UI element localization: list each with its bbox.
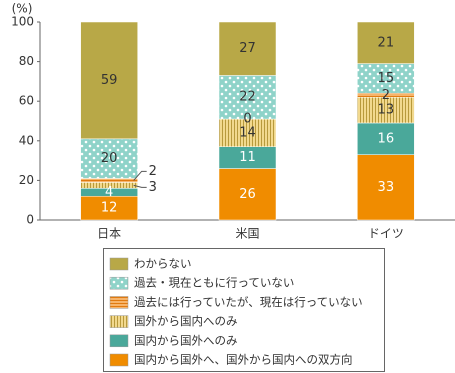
legend-box xyxy=(103,248,385,372)
y-tick-label: 0 xyxy=(26,213,34,227)
y-tick-label: 20 xyxy=(19,173,34,187)
legend-label: 国内から国外へ、国外から国内への双方向 xyxy=(134,353,353,367)
bar-segment xyxy=(357,122,415,155)
data-label: 2 xyxy=(149,164,157,179)
leader-line xyxy=(133,184,147,188)
x-tick-label: ドイツ xyxy=(368,227,404,241)
bar-segment xyxy=(218,75,277,120)
legend-swatch xyxy=(109,353,129,367)
data-label: 20 xyxy=(101,151,118,166)
y-tick-label: 80 xyxy=(19,54,34,68)
data-label: 11 xyxy=(239,150,256,165)
legend-swatch xyxy=(109,334,129,348)
bar-segment xyxy=(218,168,277,221)
bar-segment xyxy=(357,21,415,64)
bar-segment xyxy=(357,63,415,94)
legend-swatch xyxy=(109,296,129,309)
y-tick-label: 60 xyxy=(19,94,34,108)
data-label: 21 xyxy=(378,35,395,50)
y-tick-label: 100 xyxy=(11,15,34,29)
legend-label: わからない xyxy=(134,257,192,271)
legend-label: 過去には行っていたが、現在は行っていない xyxy=(134,295,363,309)
data-label: 2 xyxy=(382,88,390,103)
leader-line xyxy=(133,170,147,181)
data-label: 26 xyxy=(239,187,256,202)
data-label: 14 xyxy=(239,125,256,140)
bar-segment xyxy=(357,96,415,124)
data-label: 15 xyxy=(378,71,395,86)
bar-segment xyxy=(218,118,277,147)
legend-swatch xyxy=(109,257,129,271)
legend-label: 国外から国内へのみ xyxy=(134,314,238,328)
legend-swatch xyxy=(109,315,129,328)
legend-swatch xyxy=(109,276,129,290)
data-label: 33 xyxy=(378,180,395,195)
bar-segment xyxy=(80,138,138,179)
bar-segment xyxy=(218,21,277,76)
legend-label: 国内から国外へのみ xyxy=(134,333,238,347)
bar-segment xyxy=(80,178,138,183)
y-unit: (%) xyxy=(12,2,33,16)
data-label: 16 xyxy=(378,131,395,146)
data-label: 59 xyxy=(101,73,118,88)
data-label: 22 xyxy=(239,90,256,105)
legend-label: 過去・現在ともに行っていない xyxy=(134,276,294,290)
x-tick-label: 米国 xyxy=(235,227,259,241)
data-label: 3 xyxy=(149,180,157,195)
y-tick-label: 40 xyxy=(19,133,34,147)
data-label: 4 xyxy=(105,185,113,200)
bar-segment xyxy=(80,21,138,140)
x-tick-label: 日本 xyxy=(97,227,121,241)
data-label: 0 xyxy=(243,112,251,127)
data-label: 13 xyxy=(378,103,395,118)
data-label: 12 xyxy=(101,201,118,216)
data-label: 27 xyxy=(239,41,256,56)
